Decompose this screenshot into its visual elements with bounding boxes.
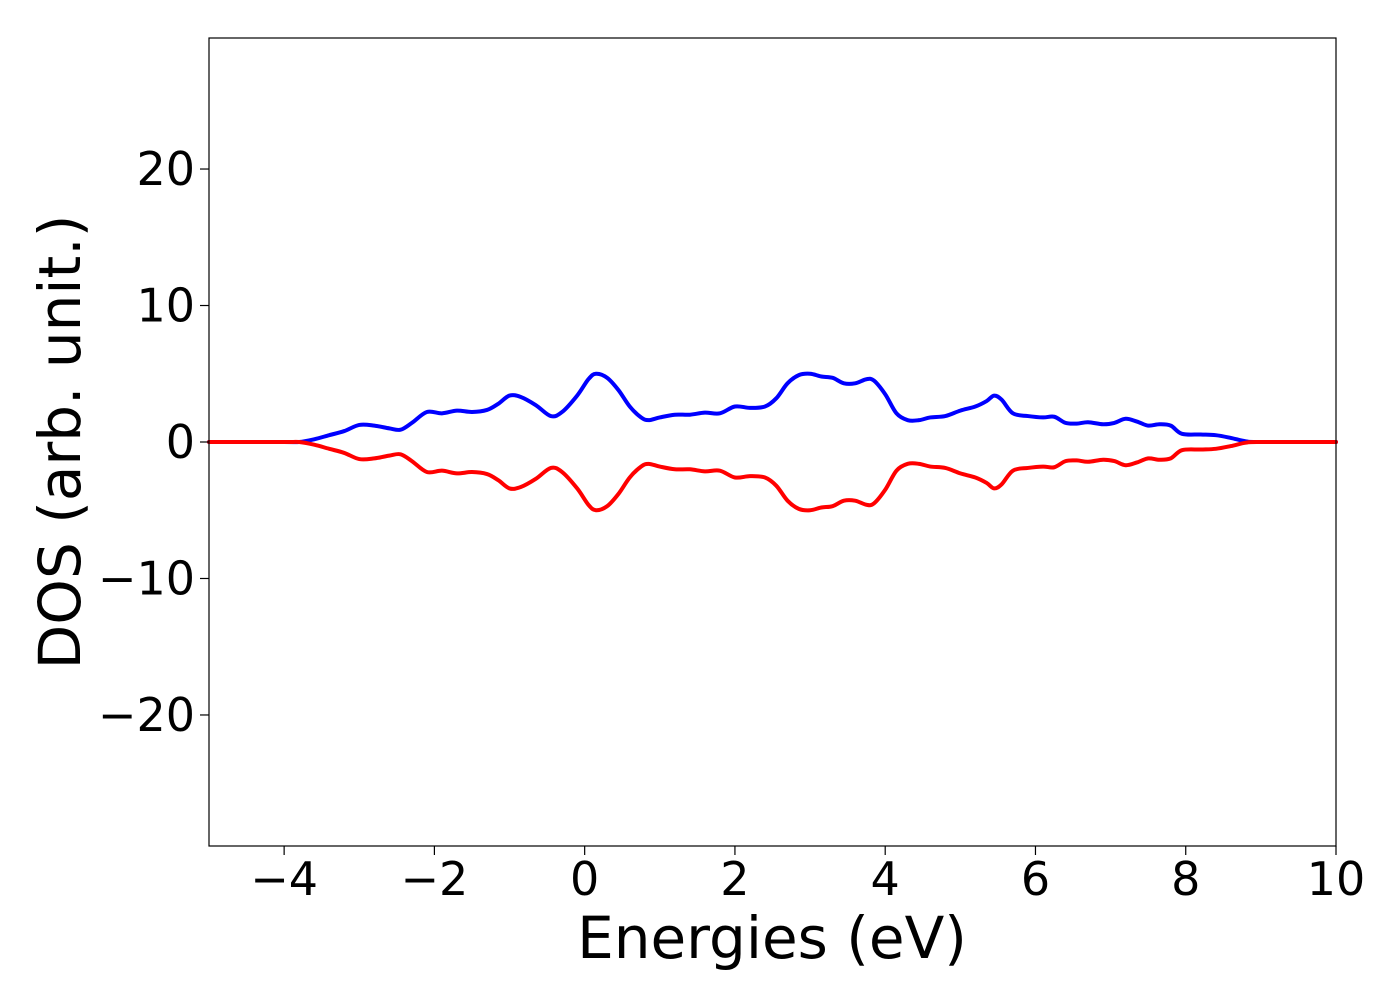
x-tick-label: −4 <box>250 852 318 906</box>
series-line-spin-up <box>207 371 1338 445</box>
x-axis: −4 −2 0 2 4 6 8 10 <box>250 846 1365 906</box>
x-tick-label: −2 <box>400 852 468 906</box>
y-axis: −20 −10 0 10 20 <box>98 142 209 742</box>
x-tick-label: 10 <box>1307 852 1366 906</box>
y-tick-label: −20 <box>98 688 195 742</box>
series-line-spin-down <box>207 439 1338 513</box>
x-tick-label: 8 <box>1171 852 1200 906</box>
x-tick-label: 4 <box>871 852 900 906</box>
y-axis-title: DOS (arb. unit.) <box>26 215 94 670</box>
x-tick-label: 6 <box>1021 852 1050 906</box>
x-tick-label: 0 <box>570 852 599 906</box>
x-tick-label: 2 <box>720 852 749 906</box>
y-tick-label: 0 <box>166 415 195 469</box>
y-tick-label: 10 <box>136 279 195 333</box>
y-tick-label: 20 <box>136 142 195 196</box>
x-axis-title: Energies (eV) <box>577 904 967 972</box>
series-layer <box>207 371 1338 513</box>
y-tick-label: −10 <box>98 551 195 605</box>
plot-frame <box>208 37 1337 847</box>
